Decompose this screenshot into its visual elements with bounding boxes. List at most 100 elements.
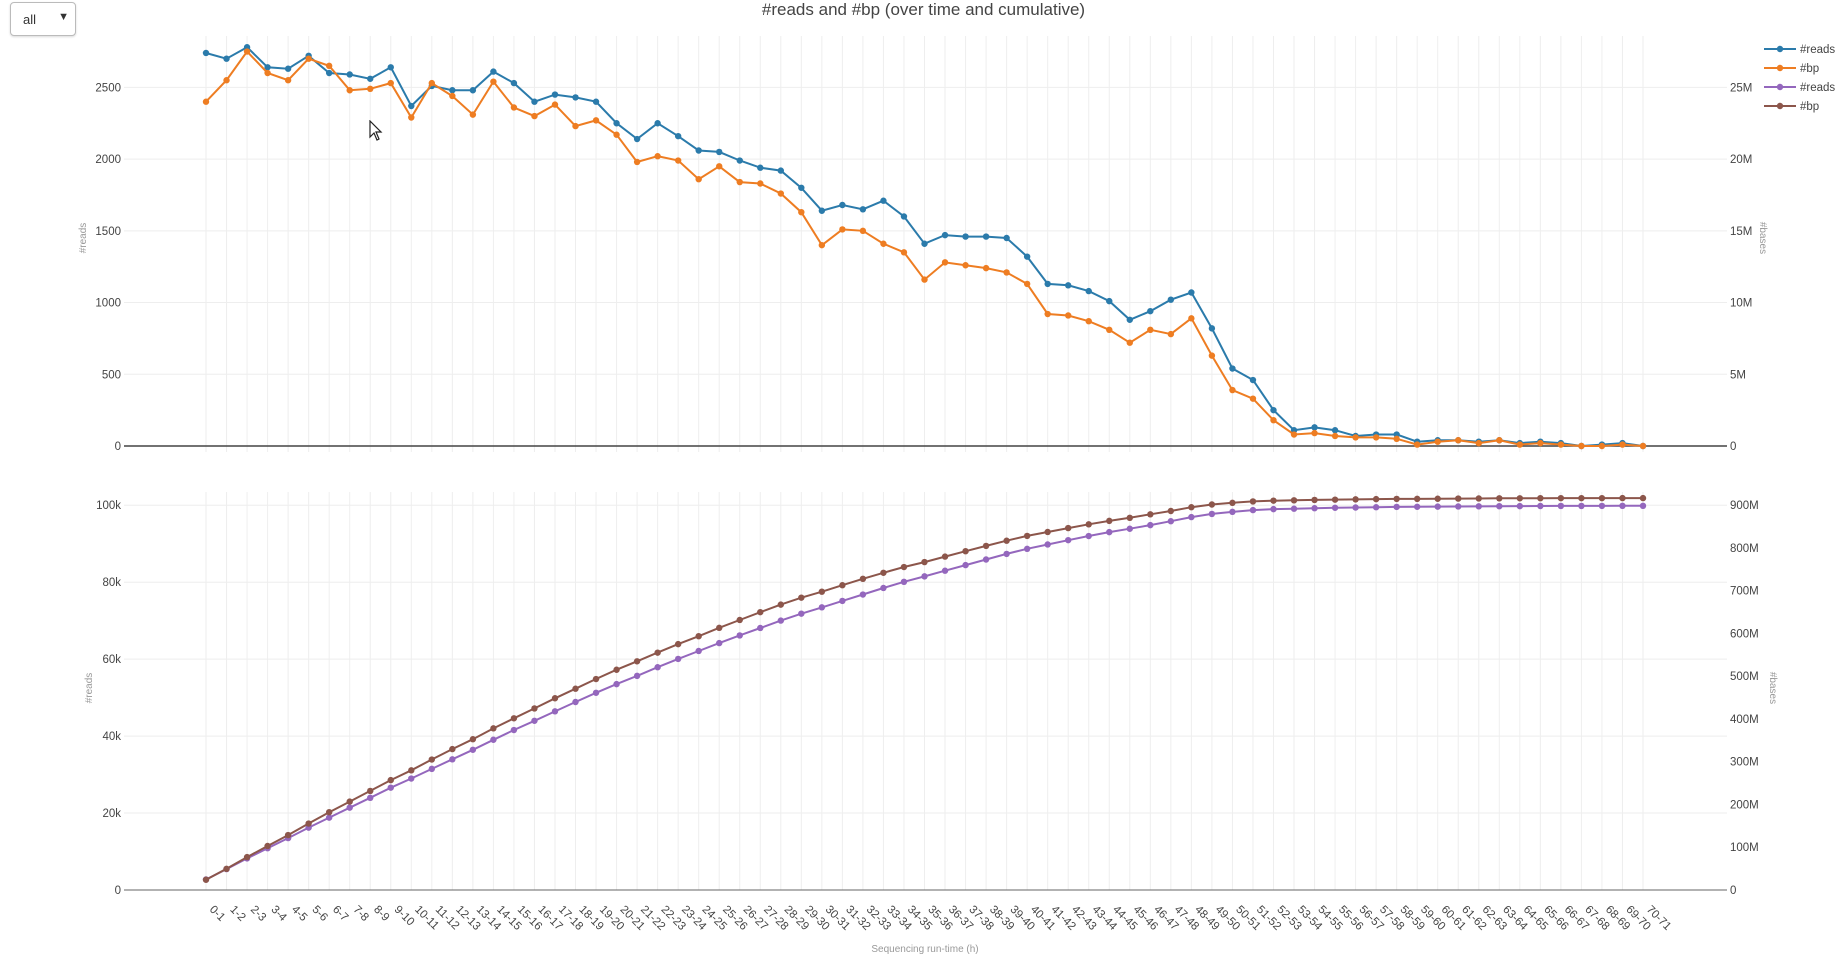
data-point xyxy=(469,746,477,753)
data-point xyxy=(284,831,292,839)
data-point xyxy=(900,578,908,586)
data-point xyxy=(1126,525,1133,532)
data-point xyxy=(243,853,251,861)
data-point xyxy=(1126,316,1133,323)
data-point xyxy=(1372,434,1380,441)
data-point xyxy=(654,664,661,671)
data-point xyxy=(982,233,990,240)
data-point xyxy=(1188,315,1195,322)
data-point xyxy=(490,736,497,743)
legend-item: #bp xyxy=(1764,63,1819,75)
data-point xyxy=(1208,510,1216,518)
data-point xyxy=(1147,511,1154,518)
data-point xyxy=(674,132,682,140)
data-point xyxy=(962,561,969,569)
data-point xyxy=(428,765,436,773)
data-point xyxy=(1147,307,1154,315)
data-point xyxy=(736,632,743,639)
data-point xyxy=(223,55,230,62)
data-point xyxy=(1106,297,1113,305)
data-point xyxy=(1270,416,1277,424)
y2-tick-label: 600M xyxy=(1730,628,1759,640)
data-point xyxy=(469,87,477,94)
data-point xyxy=(1249,376,1257,384)
data-point xyxy=(1208,325,1216,332)
data-point xyxy=(1147,326,1154,334)
data-point xyxy=(531,705,538,712)
data-point xyxy=(716,148,723,156)
y2-tick-label: 0 xyxy=(1730,441,1736,453)
data-point xyxy=(1126,339,1133,346)
data-point xyxy=(592,689,600,696)
data-point xyxy=(223,865,230,873)
data-point xyxy=(654,649,661,656)
data-point xyxy=(1455,437,1462,444)
data-point xyxy=(921,276,928,283)
y-tick-label: 2500 xyxy=(95,82,121,94)
legend-item: #reads xyxy=(1764,82,1835,94)
data-point xyxy=(962,547,969,555)
data-point xyxy=(839,226,846,233)
data-point xyxy=(1065,536,1072,544)
data-point xyxy=(551,695,559,702)
data-point xyxy=(1578,502,1585,510)
data-point xyxy=(982,264,990,272)
data-point xyxy=(941,259,949,266)
data-point xyxy=(490,78,497,85)
legend: #reads #bp #reads #bp xyxy=(1764,44,1835,113)
data-point xyxy=(1393,435,1400,443)
data-point xyxy=(1311,424,1318,431)
legend-label: #reads xyxy=(1800,44,1835,56)
y2-tick-label: 10M xyxy=(1730,298,1752,310)
y2-tick-label: 25M xyxy=(1730,82,1752,94)
data-point xyxy=(1639,502,1647,510)
data-point xyxy=(346,71,353,78)
y-tick-label: 80k xyxy=(102,577,121,589)
legend-item: #reads xyxy=(1764,44,1835,56)
data-point xyxy=(469,736,477,743)
data-point xyxy=(551,708,559,715)
y2-tick-label: 800M xyxy=(1730,543,1759,555)
data-point xyxy=(1085,318,1092,325)
data-point xyxy=(654,120,661,127)
data-point xyxy=(1372,495,1380,503)
data-point xyxy=(1229,499,1236,507)
data-point xyxy=(1044,310,1051,318)
data-point xyxy=(839,597,846,605)
data-point xyxy=(1044,541,1051,548)
data-point xyxy=(818,241,826,249)
y2-tick-label: 400M xyxy=(1730,714,1759,726)
data-point xyxy=(674,655,682,663)
data-point xyxy=(531,112,538,120)
data-point xyxy=(264,69,271,77)
data-point xyxy=(1023,545,1031,553)
data-point xyxy=(243,48,251,55)
legend-item: #bp xyxy=(1764,101,1819,113)
data-point xyxy=(202,98,210,105)
data-point xyxy=(880,569,887,576)
data-point xyxy=(1044,280,1051,288)
data-point xyxy=(859,575,867,583)
data-point xyxy=(1065,312,1072,319)
data-point xyxy=(1578,494,1585,502)
data-point xyxy=(449,87,456,94)
x-tick-label: 9-10 xyxy=(392,904,417,929)
data-point xyxy=(633,158,641,166)
filter-dropdown[interactable]: all ▼ xyxy=(10,2,76,36)
data-point xyxy=(1434,495,1441,502)
data-point xyxy=(613,131,620,138)
data-point xyxy=(839,201,846,209)
data-point xyxy=(1003,269,1010,276)
data-point xyxy=(387,776,394,784)
data-point xyxy=(1331,427,1339,434)
data-point xyxy=(1598,494,1606,502)
data-point xyxy=(1270,406,1277,414)
data-point xyxy=(1023,253,1031,260)
data-point xyxy=(1023,532,1031,540)
x-tick-label: 7-8 xyxy=(351,904,371,924)
data-point xyxy=(367,794,374,802)
data-point xyxy=(941,231,949,239)
data-point xyxy=(1331,432,1339,440)
data-point xyxy=(900,213,908,220)
